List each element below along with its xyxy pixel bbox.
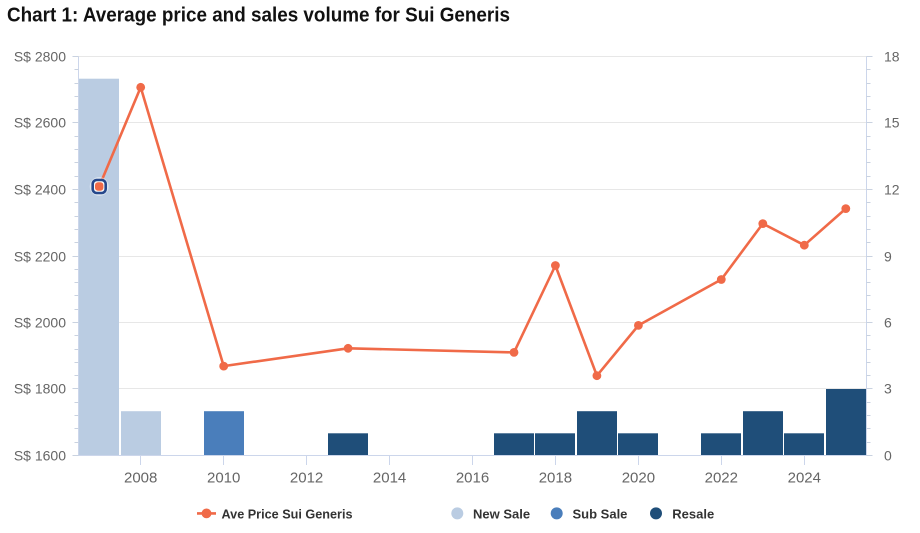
- svg-text:Sub Sale: Sub Sale: [573, 507, 628, 522]
- svg-text:2018: 2018: [539, 470, 572, 487]
- svg-text:2022: 2022: [705, 470, 738, 487]
- svg-text:2020: 2020: [622, 470, 655, 487]
- svg-text:S$ 2200: S$ 2200: [14, 249, 66, 265]
- svg-text:2008: 2008: [124, 470, 157, 487]
- svg-text:2012: 2012: [290, 470, 323, 487]
- svg-text:2014: 2014: [373, 470, 406, 487]
- svg-text:2016: 2016: [456, 470, 489, 487]
- svg-text:6: 6: [884, 315, 892, 331]
- svg-text:Resale: Resale: [672, 507, 714, 522]
- svg-text:S$ 2600: S$ 2600: [14, 115, 66, 131]
- svg-text:Ave Price Sui Generis: Ave Price Sui Generis: [222, 507, 353, 522]
- svg-text:18: 18: [884, 49, 900, 65]
- svg-text:Chart 1: Average price and sal: Chart 1: Average price and sales volume …: [7, 5, 510, 27]
- svg-text:15: 15: [884, 115, 900, 131]
- svg-text:12: 12: [884, 182, 900, 198]
- svg-text:S$ 2400: S$ 2400: [14, 182, 66, 198]
- svg-text:S$ 1600: S$ 1600: [14, 448, 66, 464]
- svg-text:9: 9: [884, 249, 892, 265]
- svg-text:S$ 1800: S$ 1800: [14, 381, 66, 397]
- svg-text:0: 0: [884, 448, 892, 464]
- svg-text:S$ 2000: S$ 2000: [14, 315, 66, 331]
- svg-text:2024: 2024: [788, 470, 821, 487]
- svg-text:S$ 2800: S$ 2800: [14, 49, 66, 65]
- svg-text:2010: 2010: [207, 470, 240, 487]
- svg-text:3: 3: [884, 381, 892, 397]
- svg-text:New Sale: New Sale: [473, 507, 530, 522]
